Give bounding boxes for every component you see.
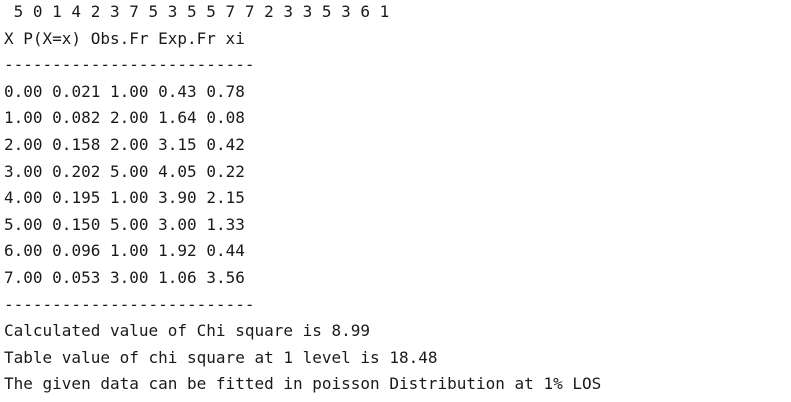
cell-x: 7.00 bbox=[4, 267, 43, 287]
table-row: 5.00 0.150 5.00 3.00 1.33 bbox=[4, 212, 791, 239]
cell-probability: 0.021 bbox=[52, 81, 101, 101]
cell-expected: 1.92 bbox=[158, 241, 197, 261]
cell-probability: 0.096 bbox=[52, 241, 101, 261]
cell-xi: 0.22 bbox=[206, 161, 245, 181]
cell-expected: 1.06 bbox=[158, 267, 197, 287]
cell-x: 6.00 bbox=[4, 241, 43, 261]
cell-observed: 1.00 bbox=[109, 81, 149, 101]
cell-x: 2.00 bbox=[4, 134, 43, 154]
cell-observed: 2.00 bbox=[109, 134, 149, 154]
cell-observed: 5.00 bbox=[109, 161, 149, 181]
table-row: 7.00 0.053 3.00 1.06 3.56 bbox=[4, 265, 791, 292]
table-header: X P(X=x) Obs.Fr Exp.Fr xi bbox=[4, 28, 245, 48]
separator-bottom: -------------------------- bbox=[4, 294, 255, 314]
table-row: 0.00 0.021 1.00 0.43 0.78 bbox=[4, 79, 791, 106]
cell-x: 3.00 bbox=[4, 161, 43, 181]
cell-probability: 0.202 bbox=[52, 161, 101, 181]
cell-observed: 5.00 bbox=[109, 214, 149, 234]
cell-expected: 3.15 bbox=[158, 134, 197, 154]
cell-observed: 1.00 bbox=[109, 188, 149, 208]
cell-observed: 3.00 bbox=[109, 267, 149, 287]
cell-probability: 0.195 bbox=[52, 188, 101, 208]
cell-xi: 1.33 bbox=[206, 214, 245, 234]
cell-x: 1.00 bbox=[4, 108, 43, 128]
cell-probability: 0.158 bbox=[52, 134, 101, 154]
cell-probability: 0.053 bbox=[52, 267, 101, 287]
cell-probability: 0.150 bbox=[52, 214, 101, 234]
cell-x: 4.00 bbox=[4, 188, 43, 208]
cell-expected: 4.05 bbox=[158, 161, 197, 181]
cell-xi: 0.78 bbox=[206, 81, 245, 101]
table-row: 1.00 0.082 2.00 1.64 0.08 bbox=[4, 105, 791, 132]
cell-probability: 0.082 bbox=[52, 108, 101, 128]
cell-xi: 0.44 bbox=[206, 241, 245, 261]
cell-x: 5.00 bbox=[4, 214, 43, 234]
cell-xi: 3.56 bbox=[206, 267, 245, 287]
conclusion-line: The given data can be fitted in poisson … bbox=[4, 374, 602, 394]
cell-observed: 1.00 bbox=[109, 241, 149, 261]
table-row: 4.00 0.195 1.00 3.90 2.15 bbox=[4, 185, 791, 212]
table-row: 2.00 0.158 2.00 3.15 0.42 bbox=[4, 132, 791, 159]
cell-x: 0.00 bbox=[4, 81, 43, 101]
table-row: 6.00 0.096 1.00 1.92 0.44 bbox=[4, 238, 791, 265]
cell-expected: 0.43 bbox=[158, 81, 197, 101]
cell-observed: 2.00 bbox=[109, 108, 149, 128]
separator-top: -------------------------- bbox=[4, 55, 255, 75]
calculated-chi-square-line: Calculated value of Chi square is 8.99 bbox=[4, 321, 371, 341]
table-chi-square-line: Table value of chi square at 1 level is … bbox=[4, 347, 438, 367]
sample-data-line: 5 0 1 4 2 3 7 5 3 5 5 7 7 2 3 3 5 3 6 1 bbox=[4, 2, 390, 21]
cell-xi: 2.15 bbox=[206, 188, 245, 208]
cell-expected: 3.90 bbox=[158, 188, 197, 208]
table-row: 3.00 0.202 5.00 4.05 0.22 bbox=[4, 159, 791, 186]
cell-xi: 0.08 bbox=[206, 108, 245, 128]
frequency-table: 0.00 0.021 1.00 0.43 0.78 1.00 0.082 2.00 1.64 0… bbox=[4, 79, 791, 292]
cell-expected: 3.00 bbox=[158, 214, 197, 234]
cell-expected: 1.64 bbox=[158, 108, 197, 128]
cell-xi: 0.42 bbox=[206, 134, 245, 154]
